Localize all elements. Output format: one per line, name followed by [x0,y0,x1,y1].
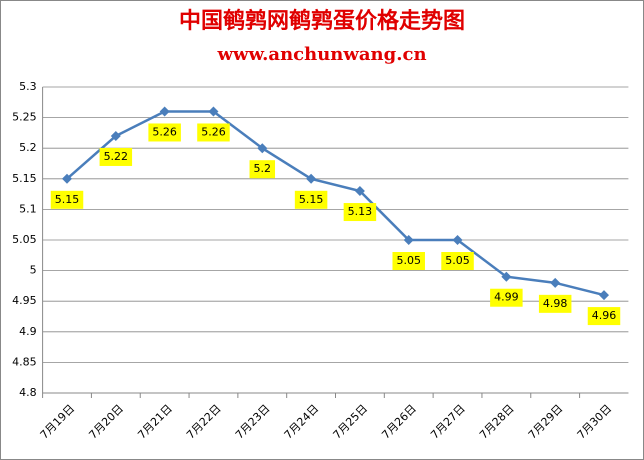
data-marker [403,235,414,245]
data-label: 5.05 [396,254,421,267]
data-label: 5.13 [348,205,373,218]
data-label-bg [148,123,181,142]
data-label: 5.26 [152,125,177,138]
y-tick-label: 5.15 [12,172,37,185]
data-label-bg [490,288,523,307]
data-marker [110,130,121,141]
data-label-bg [343,203,377,222]
data-label: 4.99 [494,291,519,304]
data-marker [257,143,268,154]
y-tick-label: 5.25 [12,111,37,124]
y-tick-label: 4.9 [19,325,37,338]
data-label-bg [99,147,133,166]
data-label-bg [294,190,328,209]
y-tick-label: 5.1 [19,202,37,215]
data-marker [501,271,512,282]
data-label: 5.22 [104,150,129,163]
y-tick-label: 4.95 [12,294,37,307]
y-tick-label: 4.85 [12,355,37,368]
data-marker [62,173,73,184]
data-marker [598,290,609,301]
y-tick-label: 5 [30,264,37,277]
y-tick-label: 4.8 [19,386,37,399]
data-marker [550,277,561,288]
data-label: 5.15 [299,193,324,206]
data-marker [306,173,317,184]
data-marker [208,106,219,117]
data-label-bg [441,252,474,270]
data-label: 5.2 [254,162,272,175]
data-label: 5.05 [445,254,470,267]
y-tick-label: 5.3 [19,80,37,93]
data-label: 4.98 [543,297,568,310]
data-label-bg [249,160,276,179]
data-label-bg [50,190,84,209]
chart-subtitle: www.anchunwang.cn [216,44,426,65]
data-marker [354,186,365,197]
data-label: 5.15 [55,193,80,206]
chart-title: 中国鹌鹑网鹌鹑蛋价格走势图 [179,8,465,34]
data-label: 4.96 [592,309,617,322]
data-label: 5.26 [201,125,226,138]
data-label-bg [392,252,425,270]
y-tick-label: 5.05 [12,233,37,246]
y-tick-label: 5.2 [19,141,37,154]
data-marker [452,235,463,245]
data-label-bg [587,307,621,326]
data-marker [159,106,170,117]
data-label-bg [197,123,230,142]
data-label-bg [538,294,572,313]
data-line [66,110,605,297]
